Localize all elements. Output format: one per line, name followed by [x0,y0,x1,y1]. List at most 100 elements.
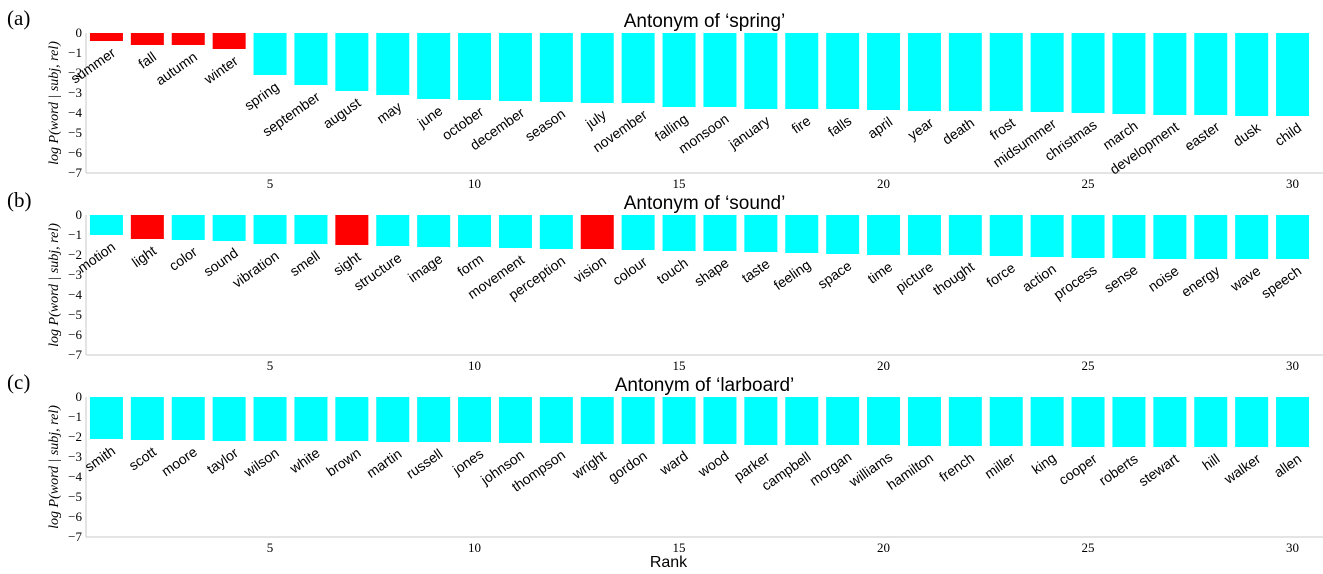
bar [662,33,696,107]
bar-label: ward [656,447,691,478]
bars [89,33,1310,116]
bar [867,215,901,255]
bar-label: image [405,250,446,285]
x-tick-label: 30 [1286,176,1299,191]
bar [744,33,778,109]
bar [1194,397,1228,447]
bar-label: force [983,259,1018,290]
bar-label: april [864,113,895,141]
bar-label: wave [1227,262,1264,295]
bar [1276,215,1310,259]
y-tick-label: 0 [76,25,83,40]
bar-label: noise [1145,262,1182,294]
bar-label: colour [609,253,650,288]
chart-panel-1: (a) Antonym of ‘spring’ 0 −1 −2 −3 −4 −5 −6 −7 log… [7,6,1323,191]
x-tick-label: 5 [267,540,274,555]
bar-label: child [1272,119,1305,149]
bar-label: miller [981,449,1018,481]
bar-label: morgan [806,448,854,488]
bar-label: white [286,444,323,477]
bar [539,215,573,249]
bar [785,215,819,253]
bar [662,397,696,444]
bar [1030,397,1064,446]
bar [785,33,819,109]
bar-label: scott [126,443,159,473]
x-tick-label: 15 [673,540,686,555]
bar [1153,33,1187,115]
y-tick-label: −3 [68,267,82,282]
bar [376,33,410,95]
word-labels: smith scott moore taylor wilson white brown mar… [82,442,1305,494]
bar-label: autumn [153,48,200,88]
bar [89,33,123,41]
y-tick-label: −4 [68,469,82,484]
x-tick-label: 25 [1082,358,1095,373]
bar [580,215,614,249]
y-tick-label: −3 [68,449,82,464]
bar [1276,33,1310,116]
y-tick-label: −6 [68,327,82,342]
bar-label: wilson [240,444,282,480]
bar [703,215,737,251]
bar [948,397,982,446]
bar-label: easter [1181,118,1222,154]
bar [580,397,614,444]
bar-label: shape [691,254,732,289]
bar [621,215,655,250]
y-tick-label: −1 [68,45,82,60]
bar [539,33,573,102]
bar [212,33,246,49]
bar [253,397,287,441]
bar [1153,215,1187,259]
chart-panel-3: (c) Antonym of ‘larboard’ 0 −1 −2 −3 −4 −5 −6 −7 l… [7,370,1323,571]
x-tick-label: 20 [877,176,890,191]
bar [1030,215,1064,257]
chart-title: Antonym of ‘sound’ [624,193,786,214]
bar [907,215,941,255]
bar-label: picture [893,258,937,295]
bar-label: falls [825,112,855,139]
bar [826,397,860,445]
x-tick-label: 5 [267,176,274,191]
x-tick-label: 25 [1082,540,1095,555]
bar [294,397,328,441]
bar [89,397,123,439]
y-tick-label: −7 [68,347,82,362]
bar-label: space [815,257,855,292]
bar-label: process [1050,261,1099,302]
bar [989,215,1023,256]
bar-label: time [864,258,895,286]
bar [458,33,492,100]
x-tick-label: 20 [877,358,890,373]
bar [253,215,287,244]
bar [744,397,778,445]
bar [458,397,492,442]
bar-label: king [1029,449,1059,477]
bar-label: french [936,449,977,484]
y-tick-label: −2 [68,247,82,262]
y-tick-label: −2 [68,429,82,444]
bar [1071,397,1105,447]
bar-label: russell [403,445,445,481]
y-tick-label: −1 [68,227,82,242]
bar [335,397,369,441]
bar-label: july [582,106,609,132]
bar [1235,33,1269,116]
axes [85,397,1323,538]
bar [1276,397,1310,447]
y-tick-label: −6 [68,145,82,160]
bar [662,215,696,251]
bar-label: smith [82,442,119,474]
bar [1112,33,1146,114]
bar-label: smell [287,247,323,279]
bar [1194,33,1228,115]
bar-label: frost [986,114,1018,143]
bar [948,33,982,111]
y-tick-label: −5 [68,307,82,322]
bar-label: walker [1220,450,1263,487]
bar-label: winter [200,52,241,87]
bar [376,215,410,246]
